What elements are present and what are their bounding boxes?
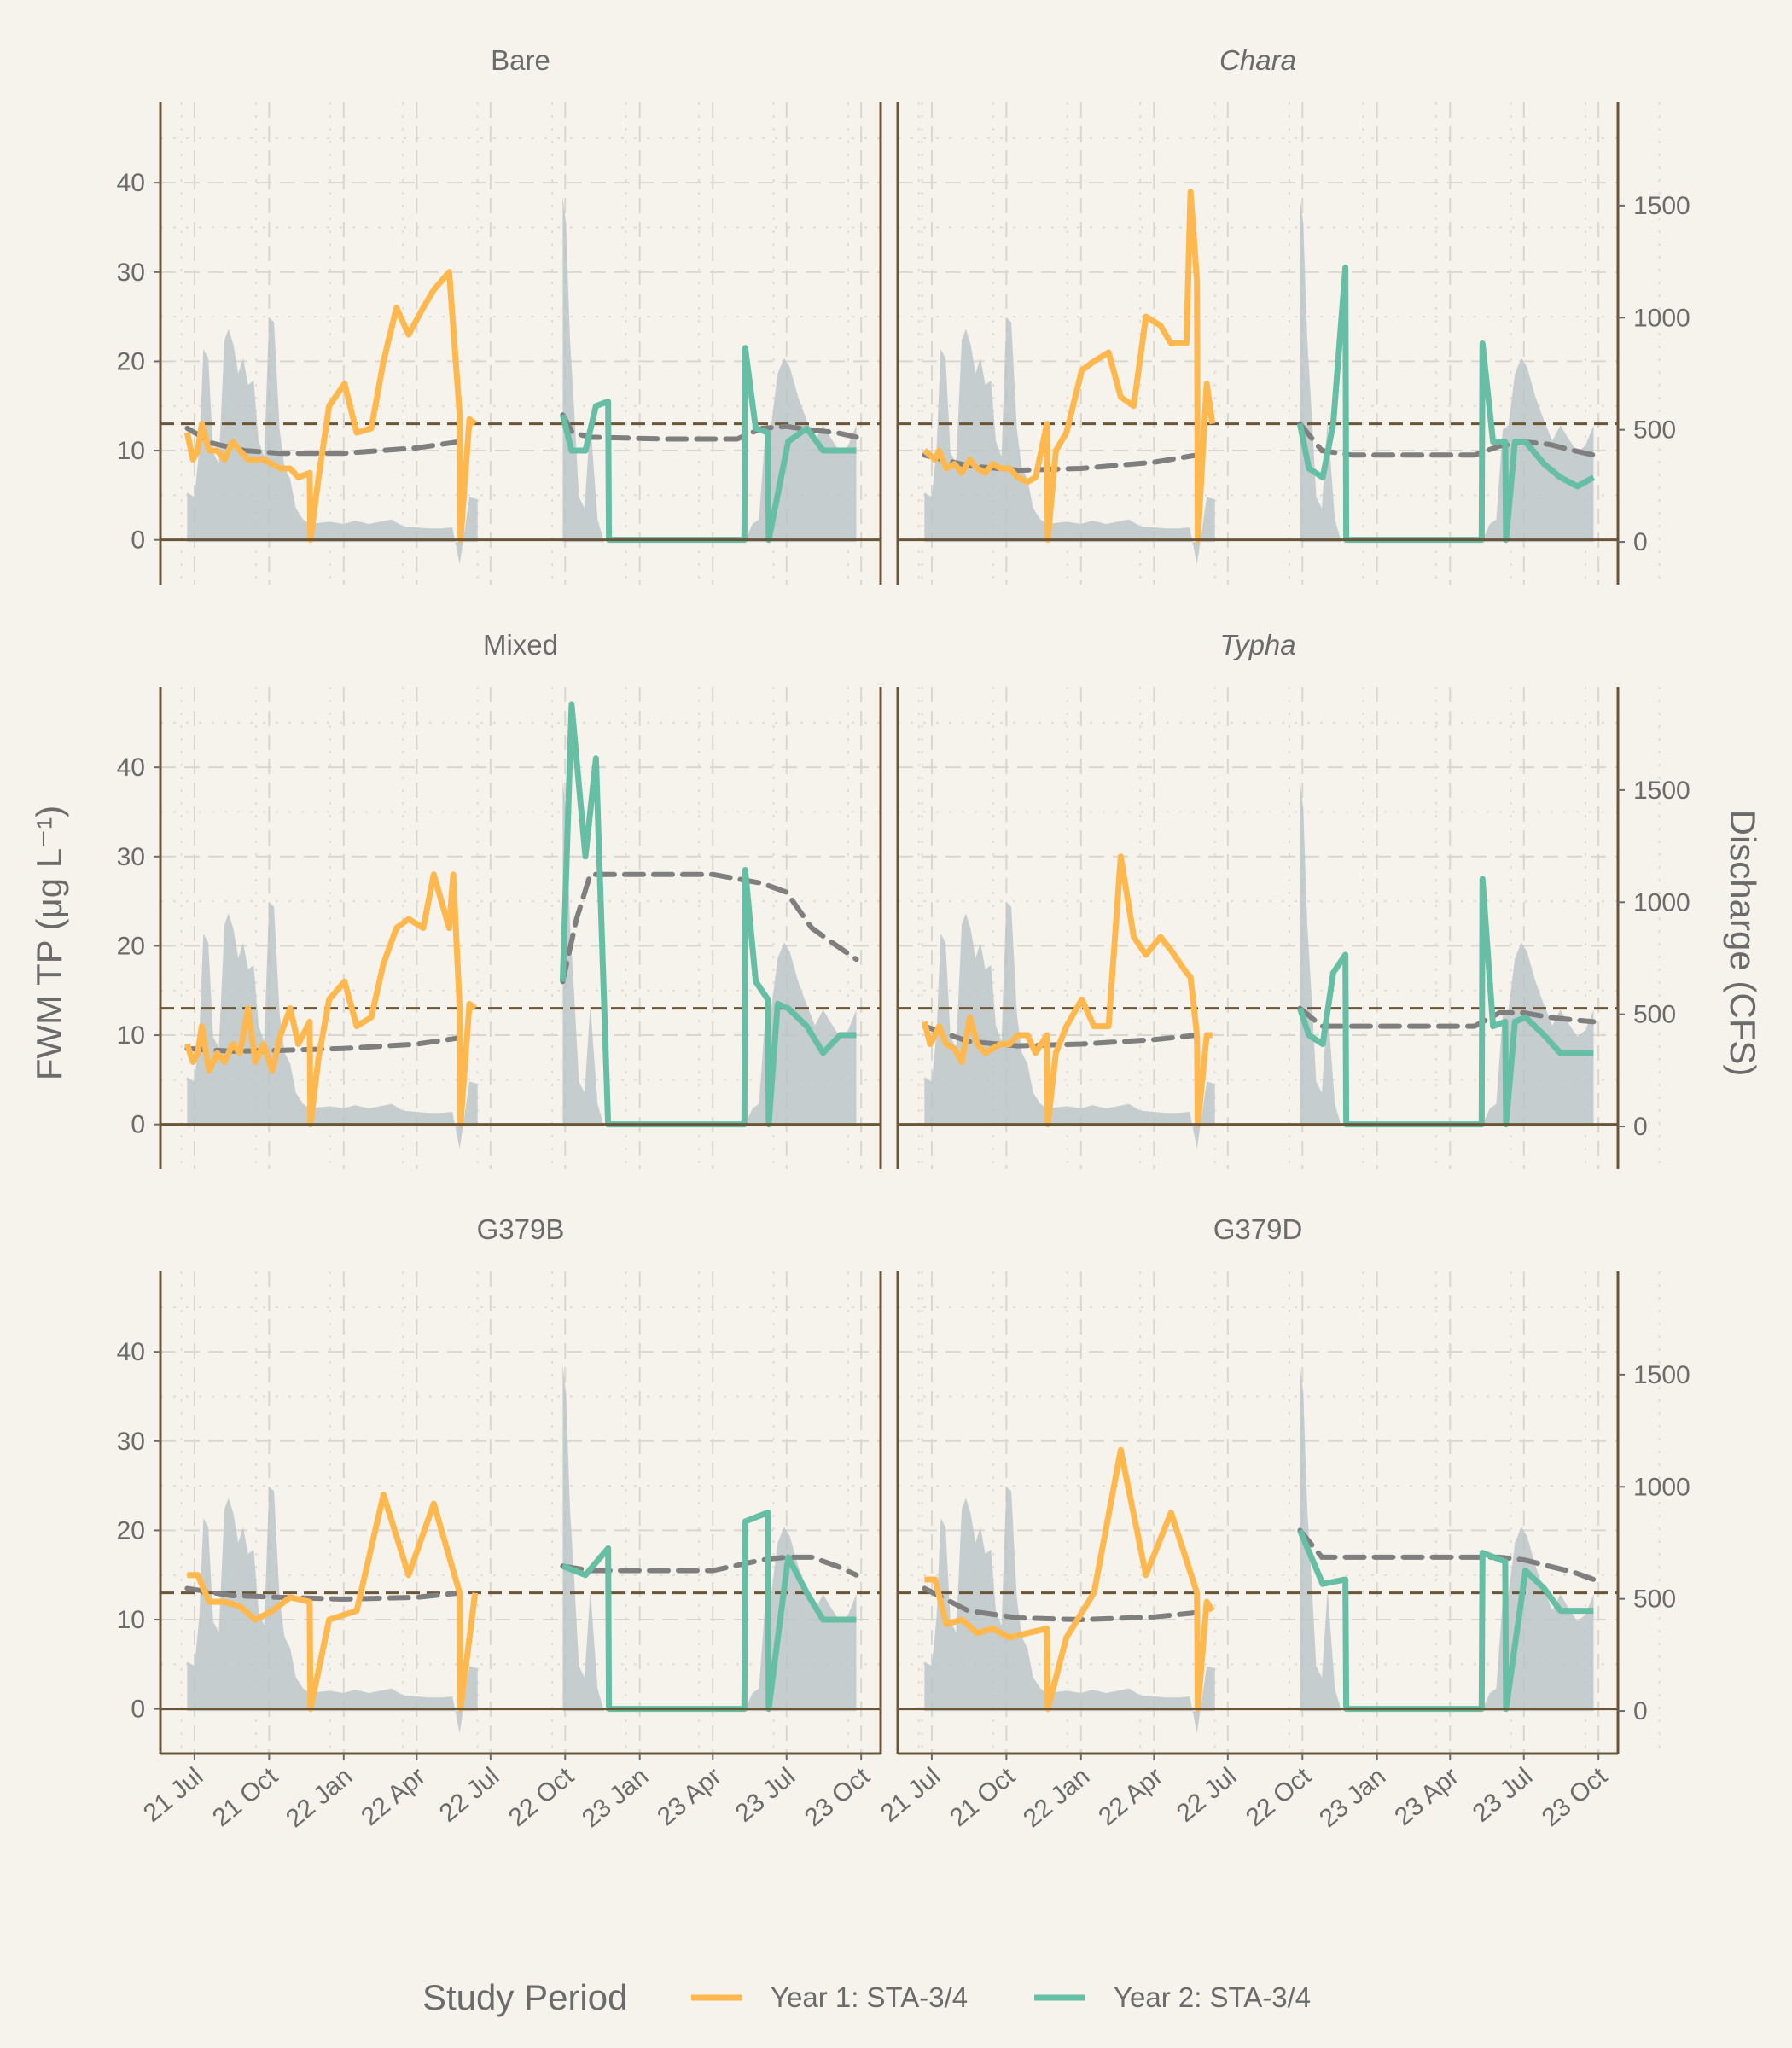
x-tick-label: 22 Oct: [1241, 1762, 1317, 1833]
y-tick-label: 0: [131, 1696, 145, 1724]
y-tick-label: 20: [117, 1516, 145, 1545]
y-tick-label: 30: [117, 843, 145, 871]
panels-layer: Bare010203040Chara050010001500Mixed01020…: [117, 44, 1690, 1833]
series-line-year1: [187, 1492, 479, 1713]
panel-title: G379B: [477, 1213, 565, 1245]
panel-title: Chara: [1219, 44, 1296, 76]
x-tick-label: 21 Jul: [138, 1762, 209, 1828]
x-tick-label: 22 Jan: [281, 1762, 358, 1833]
y-tick-label: 30: [117, 259, 145, 287]
y-tick-label: 0: [131, 527, 145, 555]
x-tick-label: 22 Jul: [1172, 1762, 1242, 1828]
y-tick-label: 40: [117, 753, 145, 782]
series-line-year1: [921, 853, 1213, 1128]
legend: Study Period Year 1: STA-3/4 Year 2: STA…: [422, 1977, 1311, 2017]
discharge-area-2: [562, 1365, 857, 1712]
panel-title: Mixed: [483, 629, 558, 660]
y2-tick-label: 500: [1633, 1001, 1676, 1029]
panel-bare: Bare 0 10 20 30 40: [117, 44, 923, 585]
x-tick-label: 23 Jul: [730, 1762, 801, 1828]
y2-tick-label: 0: [1633, 1697, 1648, 1725]
y2-tick-label: 1500: [1633, 1361, 1690, 1389]
y2-tick-label: 0: [1633, 528, 1648, 556]
panel-title: Typha: [1219, 629, 1295, 660]
y-tick-label: 30: [117, 1428, 145, 1456]
x-tick-label: 22 Jan: [1018, 1762, 1095, 1833]
x-tick-label: 22 Jul: [434, 1762, 505, 1828]
x-tick-label: 22 Oct: [503, 1762, 579, 1833]
series-line-year2: [1297, 1529, 1594, 1713]
y-axis-title: FWM TP (μg L⁻¹): [29, 806, 69, 1081]
y2-tick-label: 1000: [1633, 888, 1690, 916]
y-tick-label: 10: [117, 437, 145, 465]
discharge-area-1: [924, 902, 1215, 1149]
discharge-area-1: [924, 1487, 1215, 1734]
discharge-area-2: [1300, 196, 1594, 543]
x-tick-label: 22 Apr: [1093, 1762, 1168, 1831]
panel-mixed: Mixed 0 10 20 30 40: [117, 629, 923, 1169]
x-tick-label: 23 Jan: [577, 1762, 654, 1833]
discharge-area-1: [924, 317, 1215, 565]
series-line-year2: [561, 1510, 857, 1713]
series-line-year1: [183, 269, 477, 544]
legend-title: Study Period: [422, 1977, 627, 2017]
discharge-area-1: [187, 317, 478, 565]
x-tick-label: 23 Apr: [652, 1762, 727, 1831]
y2-tick-label: 0: [1633, 1113, 1648, 1141]
legend-label-year1: Year 1: STA-3/4: [771, 1981, 968, 2013]
y-tick-label: 20: [117, 932, 145, 960]
y2-tick-label: 500: [1633, 1585, 1676, 1614]
y2-tick-label: 1500: [1633, 777, 1690, 805]
y2-tick-label: 1500: [1633, 192, 1690, 220]
panel-chara: Chara 0 500 1000 1500: [896, 44, 1690, 585]
x-tick-label: 21 Oct: [207, 1762, 283, 1833]
series-line-year2: [1297, 876, 1594, 1128]
series-line-year2: [559, 701, 857, 1128]
trend-line-year2: [1297, 1005, 1597, 1029]
x-tick-label: 23 Oct: [1537, 1762, 1613, 1833]
x-tick-label: 23 Jan: [1314, 1762, 1391, 1833]
panel-typha: Typha 0 500 1000 1500: [896, 629, 1690, 1169]
trend-line-year2: [560, 871, 859, 985]
series-line-year1: [184, 871, 477, 1128]
panel-title: G379D: [1213, 1213, 1303, 1245]
y2-tick-label: 1000: [1633, 304, 1690, 332]
x-tick-label: 22 Apr: [356, 1762, 431, 1831]
y-tick-label: 10: [117, 1606, 145, 1634]
y2-tick-label: 1000: [1633, 1473, 1690, 1501]
discharge-area-2: [1300, 781, 1594, 1127]
x-tick-label: 23 Apr: [1389, 1762, 1464, 1831]
trend-line-year1: [922, 1585, 1200, 1623]
y-tick-label: 40: [117, 169, 145, 197]
y-tick-label: 40: [117, 1338, 145, 1366]
panel-title: Bare: [491, 44, 550, 76]
series-line-year2: [1296, 265, 1596, 544]
discharge-area-2: [562, 781, 857, 1127]
x-tick-label: 21 Jul: [876, 1762, 946, 1828]
trend-line-year1: [184, 1585, 463, 1602]
y2-axis-title: Discharge (CFS): [1723, 810, 1763, 1077]
series-line-year2: [560, 345, 857, 544]
y-tick-label: 20: [117, 347, 145, 375]
trend-line-year2: [560, 412, 859, 442]
legend-label-year2: Year 2: STA-3/4: [1114, 1981, 1311, 2013]
trend-line-year1: [184, 425, 463, 457]
y-tick-label: 0: [131, 1111, 145, 1139]
x-tick-label: 23 Oct: [800, 1762, 876, 1833]
x-tick-label: 23 Jul: [1468, 1762, 1539, 1828]
y-tick-label: 10: [117, 1021, 145, 1050]
y2-tick-label: 500: [1633, 416, 1676, 445]
discharge-area-1: [187, 902, 478, 1149]
x-tick-label: 21 Oct: [945, 1762, 1021, 1833]
trend-line-year2: [1297, 1527, 1597, 1582]
series-line-year1: [922, 189, 1216, 544]
discharge-area-1: [187, 1487, 478, 1734]
trend-line-year2: [1297, 421, 1597, 458]
